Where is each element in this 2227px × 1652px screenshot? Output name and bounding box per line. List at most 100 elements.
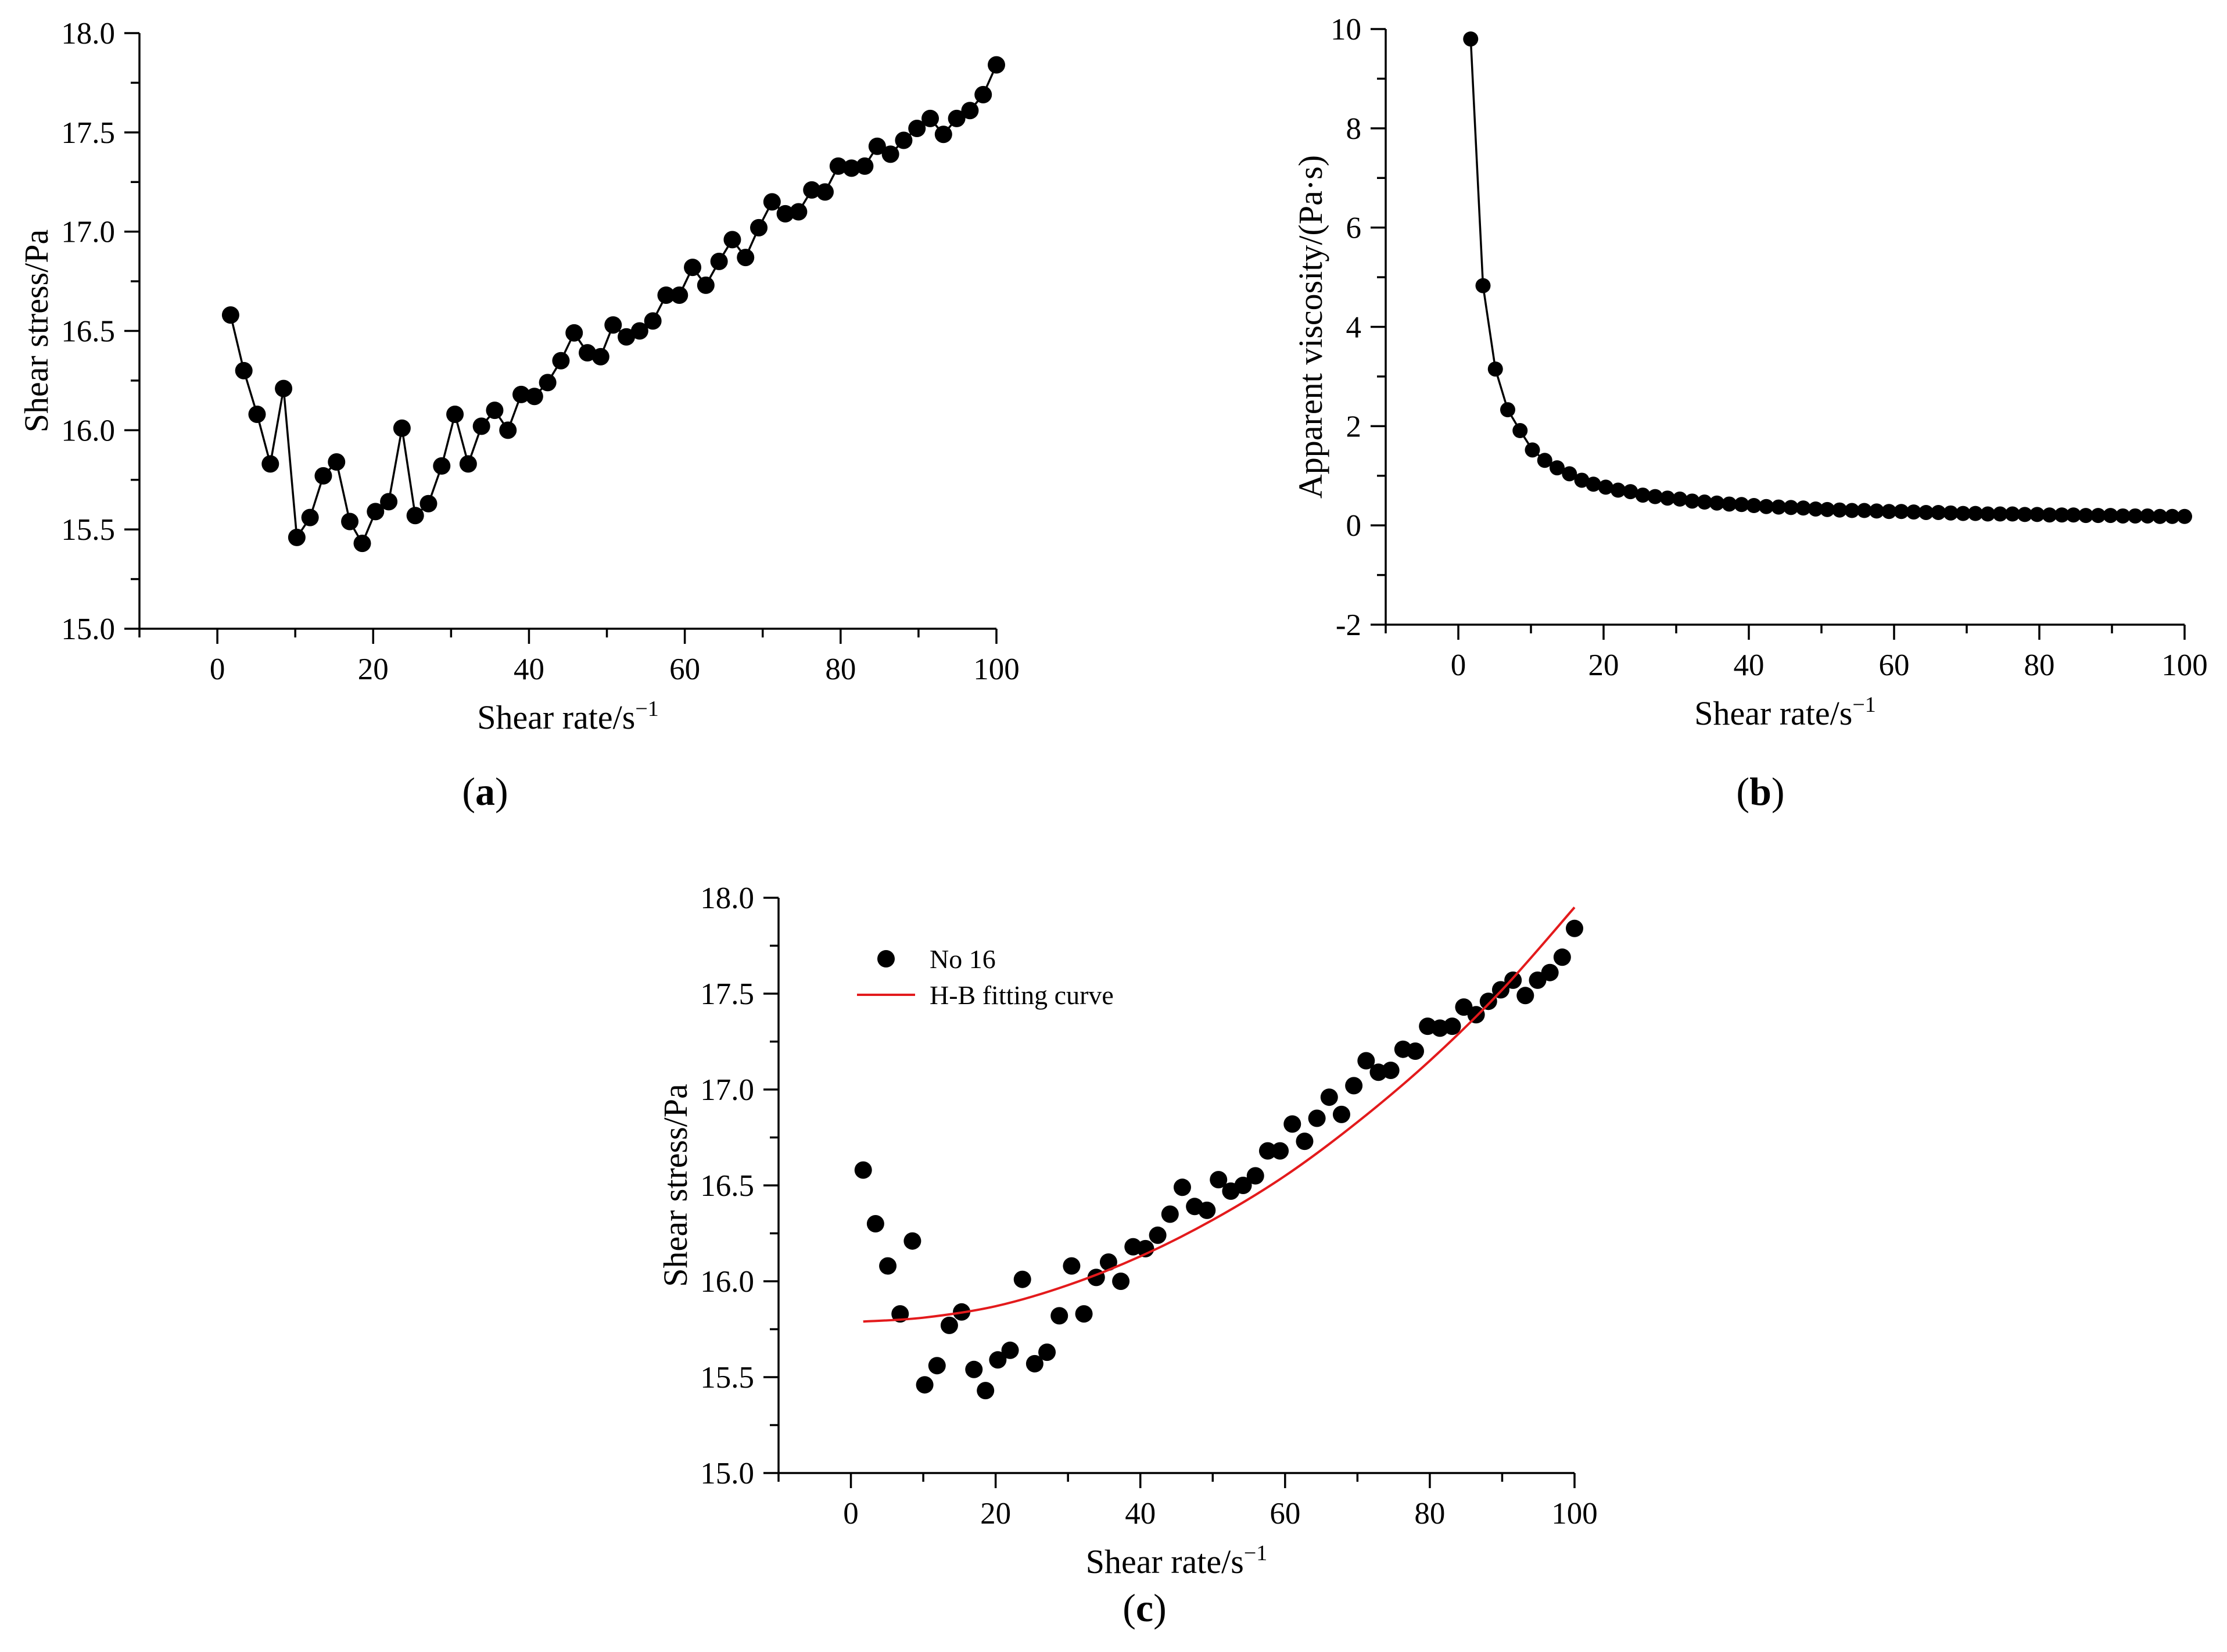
y-tick-label: 6 — [1346, 212, 1362, 245]
series-line — [229, 64, 998, 546]
x-axis-label: Shear rate/s−1 — [1694, 693, 1876, 732]
data-point — [1844, 503, 1860, 518]
data-point — [921, 109, 939, 127]
data-point — [1722, 496, 1737, 512]
data-point — [486, 402, 504, 420]
data-point — [1512, 423, 1528, 439]
data-point — [1832, 502, 1848, 518]
data-point — [367, 503, 385, 521]
x-tick-label: 100 — [2161, 648, 2208, 682]
x-tick-label: 20 — [980, 1497, 1011, 1531]
data-point — [1660, 490, 1675, 506]
data-point — [1894, 504, 1909, 519]
data-point — [419, 494, 437, 513]
data-point — [776, 205, 794, 223]
y-tick-label: -2 — [1336, 608, 1361, 642]
data-point — [1709, 495, 1724, 511]
x-axis-label-text: Shear rate/s — [477, 698, 635, 736]
data-point — [1611, 482, 1626, 498]
x-tick-label: 60 — [1270, 1497, 1300, 1531]
y-tick-label: 16.5 — [61, 315, 115, 349]
data-point — [1500, 402, 1515, 418]
data-point — [948, 109, 966, 127]
data-point — [2128, 508, 2143, 524]
panel-label-paren: ) — [495, 769, 508, 814]
data-point — [406, 507, 424, 525]
data-point — [353, 535, 371, 553]
data-point — [1063, 1257, 1081, 1275]
y-tick-label: 17.5 — [61, 116, 115, 150]
data-point — [803, 181, 821, 199]
x-tick-label: 0 — [210, 653, 225, 686]
data-point — [1504, 971, 1522, 989]
data-point — [965, 1360, 983, 1378]
data-point — [1771, 499, 1787, 515]
data-point — [1598, 479, 1613, 495]
data-point — [1332, 1105, 1350, 1123]
data-point — [977, 1382, 995, 1400]
data-point — [1479, 992, 1497, 1010]
data-point — [723, 231, 741, 249]
x-tick-label: 80 — [1414, 1497, 1445, 1531]
data-point — [2115, 508, 2131, 524]
y-tick-label: 0 — [1346, 509, 1362, 543]
data-point — [1234, 1177, 1252, 1194]
data-point — [895, 131, 913, 149]
data-point — [328, 453, 346, 471]
data-point — [908, 120, 926, 137]
y-tick-label: 15.5 — [61, 513, 115, 547]
x-tick-label: 40 — [514, 653, 544, 686]
data-point — [916, 1376, 934, 1394]
data-point — [579, 344, 597, 362]
data-point — [1553, 948, 1571, 966]
panel-label-letter: c — [1136, 1586, 1153, 1630]
y-tick-label: 8 — [1346, 112, 1362, 146]
data-point — [1635, 488, 1651, 503]
data-point — [1198, 1201, 1216, 1219]
data-point — [1980, 506, 1996, 522]
legend-label: H-B fitting curve — [930, 980, 1114, 1010]
x-axis-label-superscript: −1 — [635, 697, 658, 721]
y-tick-label: 2 — [1346, 410, 1362, 443]
data-point — [697, 276, 715, 294]
data-point — [1541, 963, 1559, 981]
data-point — [934, 126, 952, 144]
data-point — [1647, 489, 1663, 504]
data-point — [2078, 508, 2093, 524]
x-tick-label: 80 — [2024, 648, 2055, 682]
data-point — [380, 493, 398, 511]
y-tick-label: 10 — [1331, 13, 1361, 46]
data-point — [1487, 361, 1503, 377]
data-point — [1684, 493, 1700, 509]
data-point — [2017, 507, 2032, 522]
data-point — [1345, 1077, 1363, 1095]
data-point — [684, 259, 702, 277]
panel-label-paren: ) — [1771, 769, 1785, 814]
data-point — [2029, 507, 2045, 522]
data-point — [879, 1257, 897, 1275]
data-point — [261, 455, 279, 473]
data-point — [2164, 508, 2180, 524]
panel-label-letter: a — [475, 769, 495, 814]
y-tick-label: 15.0 — [700, 1457, 754, 1490]
data-point — [2054, 507, 2070, 523]
data-point — [961, 102, 979, 120]
data-point — [790, 203, 808, 221]
data-point — [2004, 506, 2020, 522]
data-point — [750, 218, 768, 236]
data-point — [829, 157, 847, 175]
data-point — [433, 457, 451, 475]
panel-label: (a) — [462, 769, 508, 814]
data-point — [604, 316, 622, 334]
x-tick-label: 20 — [358, 653, 389, 686]
data-point — [928, 1357, 946, 1375]
data-point — [1968, 506, 1983, 521]
data-point — [989, 1351, 1007, 1369]
data-point — [618, 328, 636, 346]
data-point — [974, 85, 992, 103]
y-tick-label: 17.0 — [61, 216, 115, 249]
data-point — [1283, 1115, 1301, 1133]
data-point — [2177, 508, 2192, 524]
data-point — [1516, 987, 1534, 1005]
